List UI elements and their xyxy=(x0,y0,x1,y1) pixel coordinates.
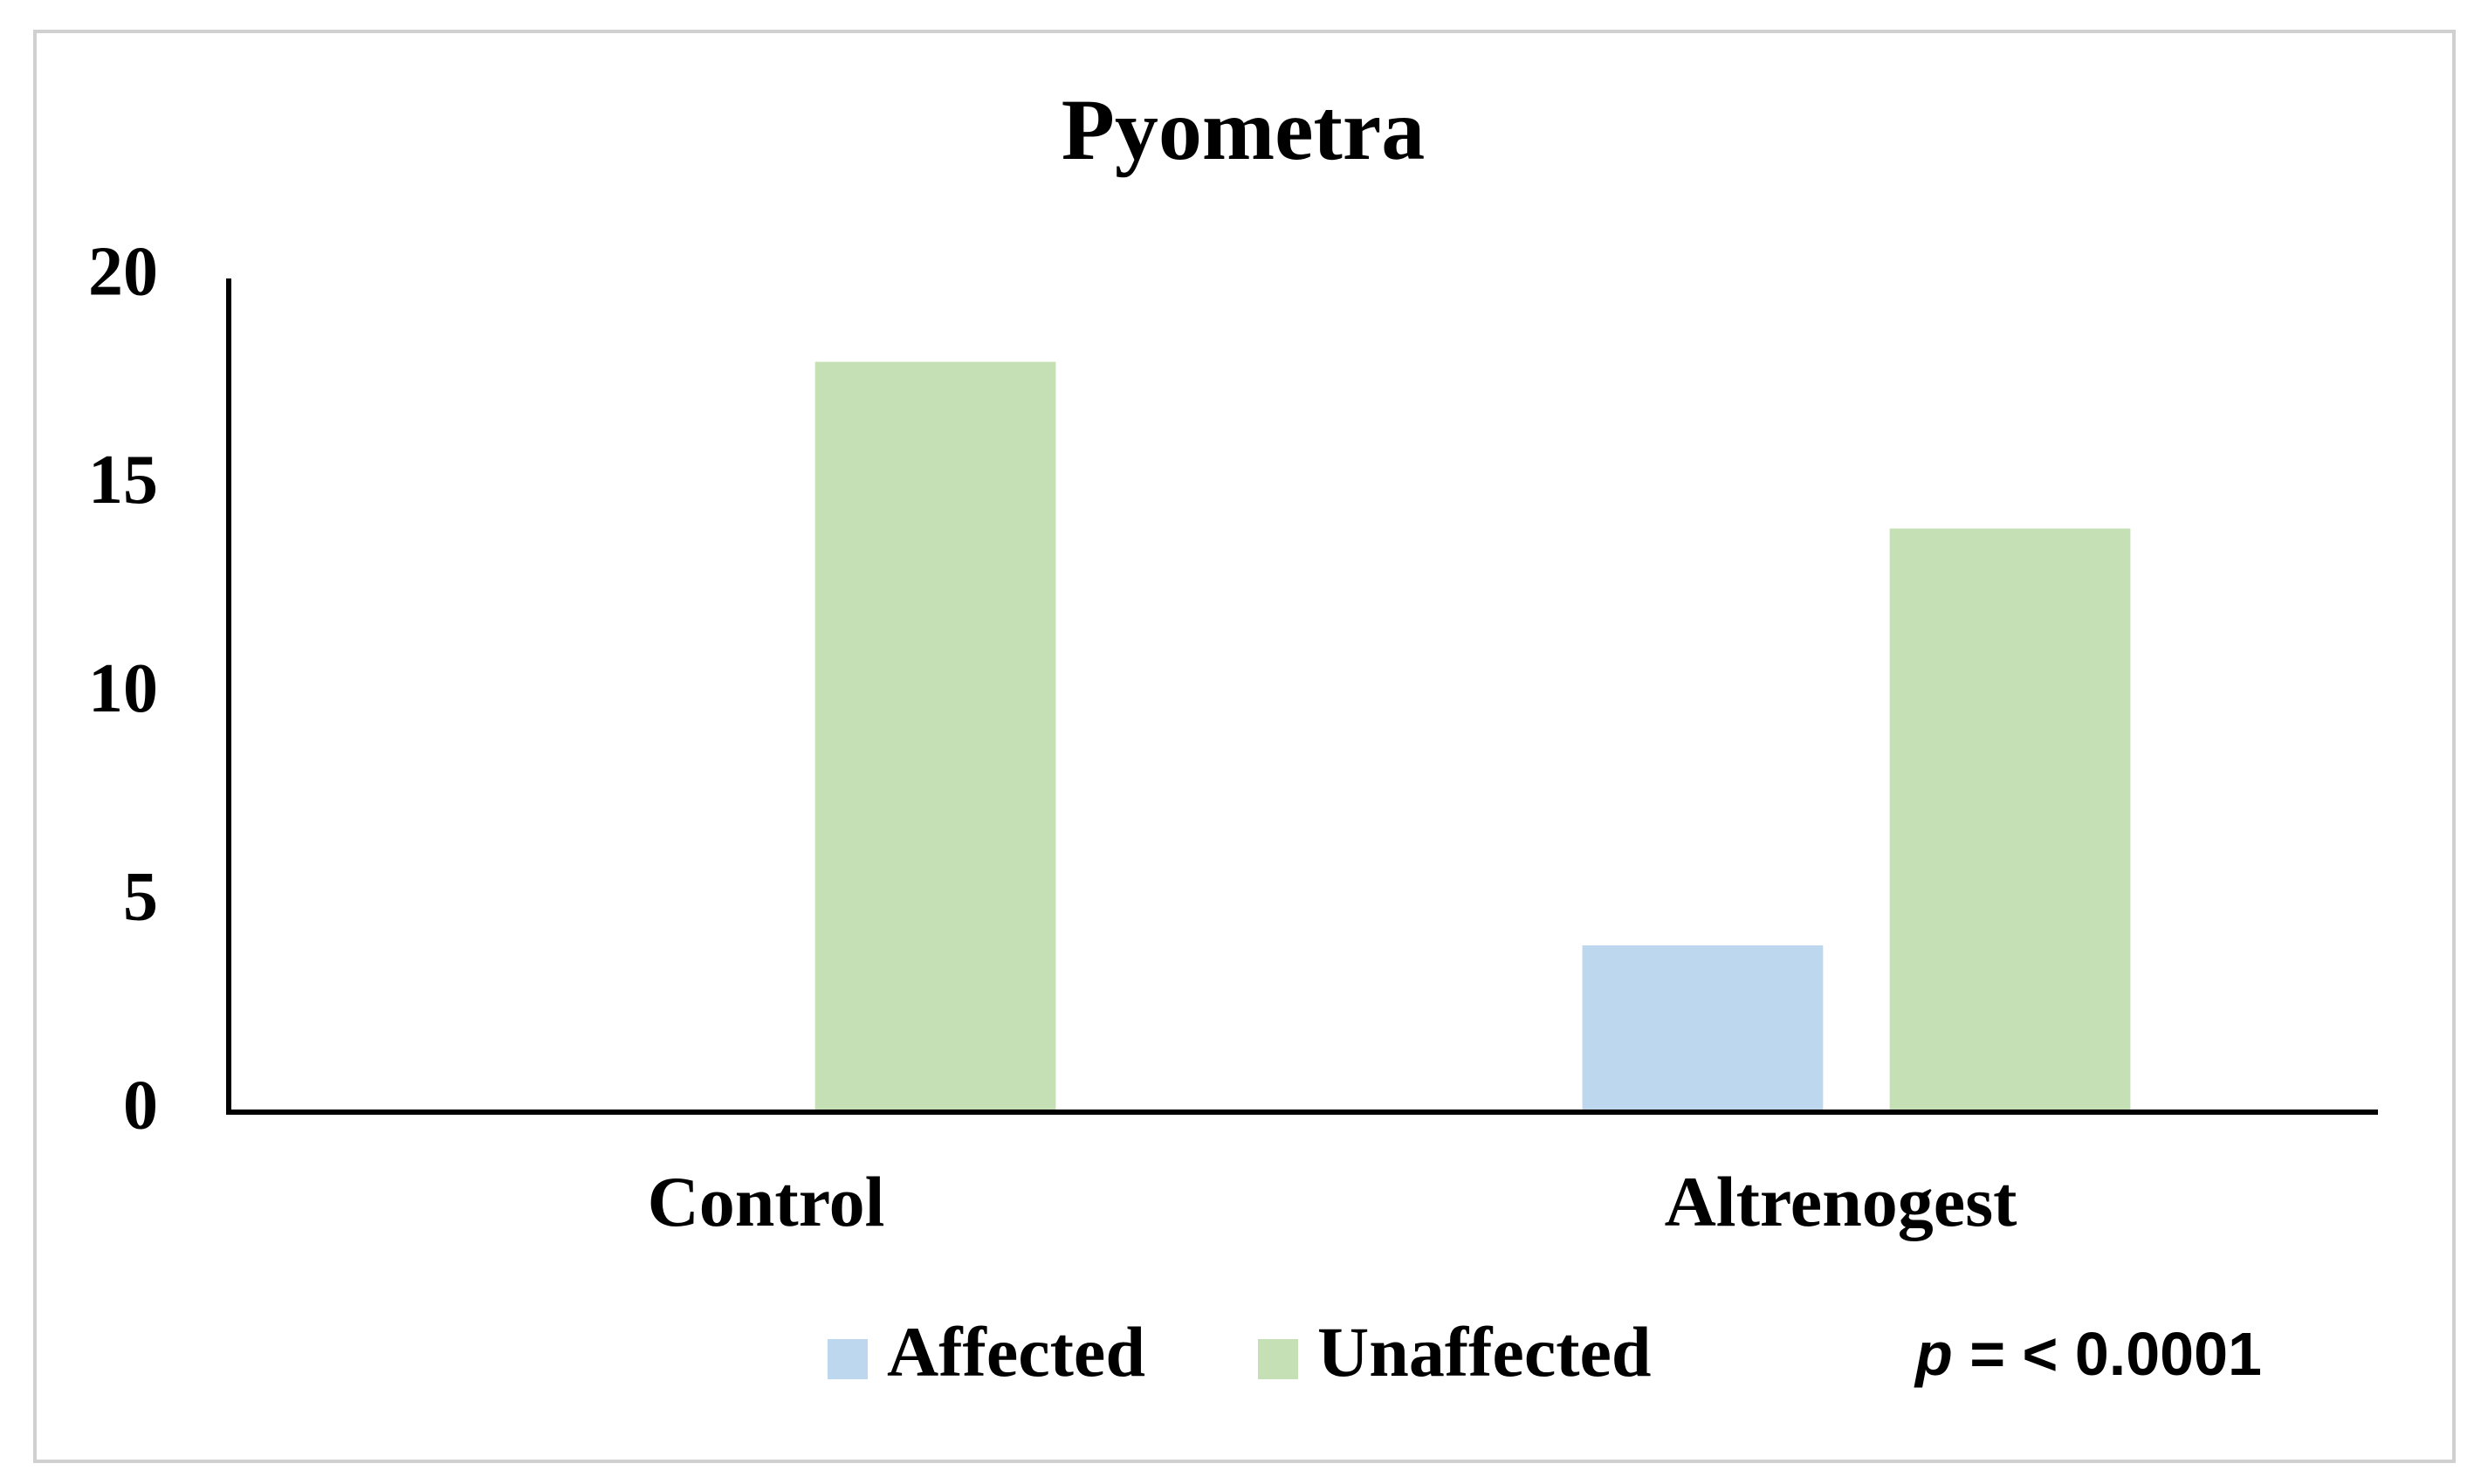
y-tick-label: 20 xyxy=(88,233,158,310)
bar xyxy=(1582,945,1824,1112)
y-tick-label: 15 xyxy=(88,442,158,519)
annotation: p = < 0.0001 xyxy=(1914,1320,2262,1388)
chart-title: Pyometra xyxy=(1062,81,1425,178)
y-tick-label: 0 xyxy=(123,1067,158,1144)
y-tick-label: 5 xyxy=(123,859,158,936)
legend-label: Affected xyxy=(887,1312,1145,1391)
legend-swatch xyxy=(1258,1339,1298,1379)
x-tick-label: Altrenogest xyxy=(1665,1162,2017,1241)
annotation-text: = < 0.0001 xyxy=(1969,1320,2262,1388)
annotation-italic: p xyxy=(1914,1320,1953,1388)
y-tick-label: 10 xyxy=(88,650,158,727)
bar xyxy=(814,361,1056,1112)
x-tick-label: Control xyxy=(648,1162,885,1241)
legend-swatch xyxy=(828,1339,868,1379)
bar xyxy=(1889,528,2131,1112)
legend-label: Unaffected xyxy=(1317,1312,1652,1391)
